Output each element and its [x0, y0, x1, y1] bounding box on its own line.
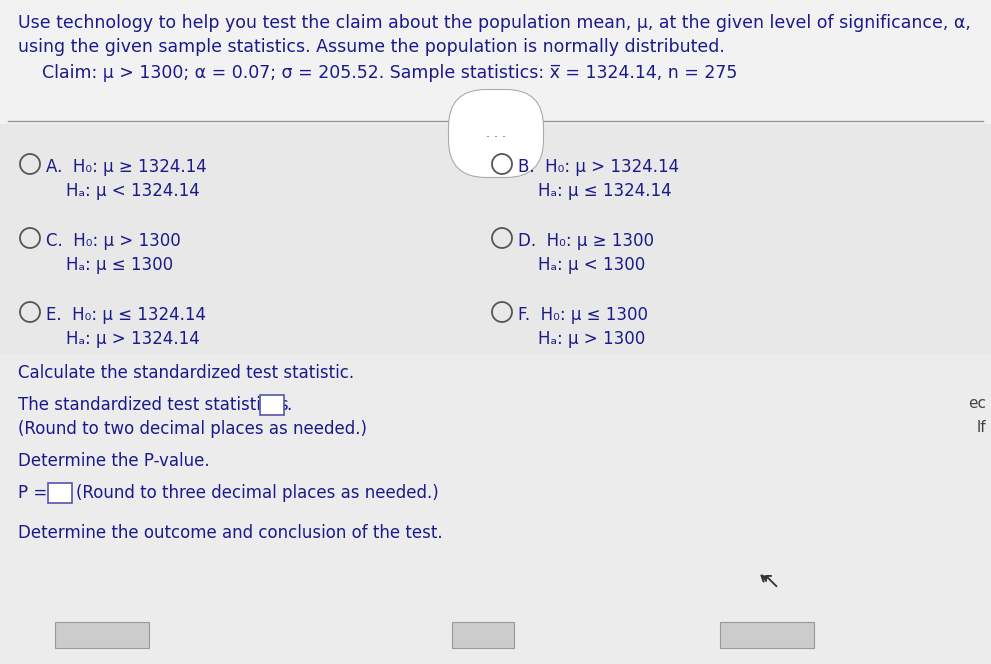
Text: A.  H₀: μ ≥ 1324.14: A. H₀: μ ≥ 1324.14 — [46, 158, 207, 176]
Text: C.  H₀: μ > 1300: C. H₀: μ > 1300 — [46, 232, 180, 250]
Text: Hₐ: μ ≤ 1324.14: Hₐ: μ ≤ 1324.14 — [538, 182, 672, 200]
Text: Hₐ: μ ≤ 1300: Hₐ: μ ≤ 1300 — [66, 256, 173, 274]
Text: using the given sample statistics. Assume the population is normally distributed: using the given sample statistics. Assum… — [18, 38, 724, 56]
Text: Determine the outcome and conclusion of the test.: Determine the outcome and conclusion of … — [18, 524, 443, 542]
Bar — [720, 622, 814, 648]
Text: ec: ec — [968, 396, 986, 411]
Bar — [0, 354, 991, 664]
Bar — [55, 622, 149, 648]
Text: . . .: . . . — [486, 127, 506, 140]
Text: Calculate the standardized test statistic.: Calculate the standardized test statisti… — [18, 364, 354, 382]
Text: Hₐ: μ > 1300: Hₐ: μ > 1300 — [538, 330, 645, 348]
Text: D.  H₀: μ ≥ 1300: D. H₀: μ ≥ 1300 — [518, 232, 654, 250]
Text: P =: P = — [18, 484, 48, 502]
Text: E.  H₀: μ ≤ 1324.14: E. H₀: μ ≤ 1324.14 — [46, 306, 206, 324]
Text: F.  H₀: μ ≤ 1300: F. H₀: μ ≤ 1300 — [518, 306, 648, 324]
Text: Use technology to help you test the claim about the population mean, μ, at the g: Use technology to help you test the clai… — [18, 14, 971, 32]
Text: Determine the P-value.: Determine the P-value. — [18, 452, 210, 470]
Text: lf: lf — [976, 420, 986, 435]
Text: Claim: μ > 1300; α = 0.07; σ = 205.52. Sample statistics: x̅ = 1324.14, n = 275: Claim: μ > 1300; α = 0.07; σ = 205.52. S… — [42, 64, 737, 82]
Text: Hₐ: μ > 1324.14: Hₐ: μ > 1324.14 — [66, 330, 200, 348]
Bar — [0, 0, 991, 124]
Text: The standardized test statistic is: The standardized test statistic is — [18, 396, 288, 414]
Bar — [260, 395, 284, 415]
Text: Hₐ: μ < 1324.14: Hₐ: μ < 1324.14 — [66, 182, 200, 200]
Text: Hₐ: μ < 1300: Hₐ: μ < 1300 — [538, 256, 645, 274]
Text: ↖: ↖ — [762, 572, 781, 592]
Text: (Round to three decimal places as needed.): (Round to three decimal places as needed… — [76, 484, 439, 502]
Text: B.  H₀: μ > 1324.14: B. H₀: μ > 1324.14 — [518, 158, 679, 176]
Bar — [452, 622, 514, 648]
Text: .: . — [286, 396, 291, 414]
Text: (Round to two decimal places as needed.): (Round to two decimal places as needed.) — [18, 420, 367, 438]
Bar — [48, 483, 72, 503]
